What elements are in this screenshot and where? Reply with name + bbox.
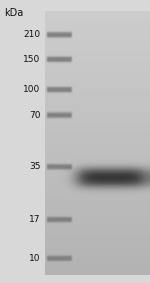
Text: 70: 70 bbox=[29, 111, 40, 120]
Text: kDa: kDa bbox=[4, 8, 24, 18]
Text: 17: 17 bbox=[29, 215, 40, 224]
Text: 210: 210 bbox=[23, 31, 40, 40]
Text: 150: 150 bbox=[23, 55, 40, 64]
Text: 35: 35 bbox=[29, 162, 40, 171]
Text: 100: 100 bbox=[23, 85, 40, 94]
Text: 10: 10 bbox=[29, 254, 40, 263]
